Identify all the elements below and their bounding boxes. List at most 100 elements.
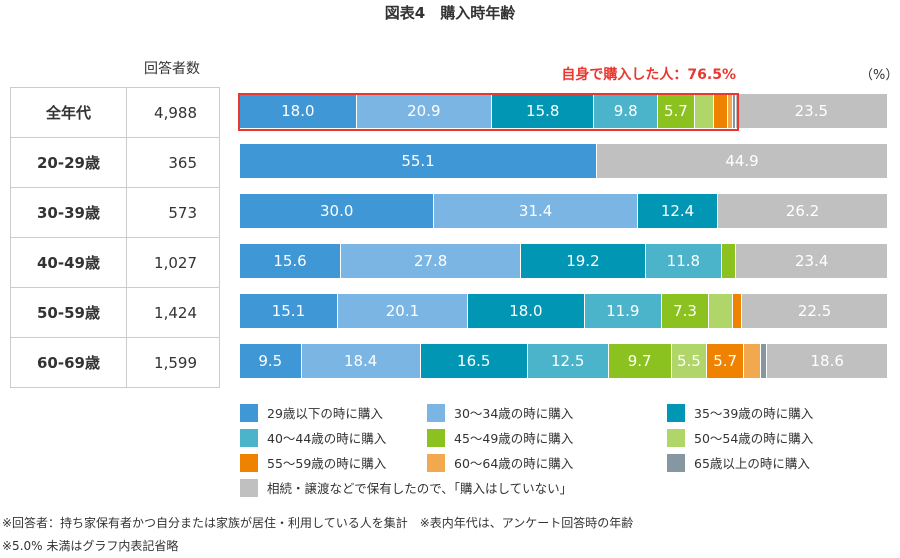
data-label: 20.9 [407, 102, 441, 120]
respondent-count: 1,027 [154, 253, 197, 272]
legend-item: 65歳以上の時に購入 [667, 453, 810, 472]
data-label: 23.5 [794, 102, 829, 120]
data-label: 27.8 [413, 252, 448, 270]
legend-label: 60〜64歳の時に購入 [454, 456, 574, 471]
respondents-table: 全年代 4,988 20-29歳 365 30-39歳 573 40-49歳 1,027 50-… [10, 87, 220, 388]
bar-segment [694, 94, 714, 128]
respondent-count: 4,988 [154, 103, 197, 122]
legend-item: 40〜44歳の時に購入 [240, 428, 386, 447]
data-label: 31.4 [518, 202, 553, 220]
data-label: 5.7 [663, 102, 688, 120]
data-label: 18.0 [281, 102, 315, 120]
legend-item: 45〜49歳の時に購入 [427, 428, 573, 447]
legend-label: 40〜44歳の時に購入 [267, 431, 387, 446]
table-row: 60-69歳 1,599 [11, 338, 219, 388]
bar-segment: 19.2 [521, 244, 646, 278]
legend-swatch [667, 403, 685, 422]
legend-swatch [427, 453, 445, 472]
table-row: 40-49歳 1,027 [11, 238, 219, 288]
data-label: 26.2 [785, 202, 820, 220]
legend-swatch [240, 403, 258, 422]
bar-segment: 12.5 [527, 344, 609, 378]
age-group-label: 全年代 [11, 88, 127, 137]
bar-segment: 5.7 [707, 344, 745, 378]
footnote-2: ※5.0% 未満はグラフ内表記省略 [2, 539, 179, 553]
bar-segment [727, 94, 734, 128]
bar-segment: 20.9 [356, 94, 493, 128]
bar-segment: 18.4 [301, 344, 421, 378]
data-label: 19.2 [566, 252, 600, 270]
legend-item: 55〜59歳の時に購入 [240, 453, 386, 472]
bar-segment: 11.9 [584, 294, 662, 328]
bar-segment: 12.4 [637, 194, 719, 228]
data-label: 9.8 [613, 102, 638, 120]
bar-segment: 9.5 [240, 344, 302, 378]
highlight-box [238, 93, 739, 131]
bar-segment: 15.6 [240, 244, 342, 278]
bar-segment: 16.5 [420, 344, 528, 378]
respondent-count: 1,424 [154, 303, 197, 322]
age-group-label: 50-59歳 [11, 288, 127, 337]
bar-segment [760, 344, 768, 378]
data-label: 9.5 [258, 352, 283, 370]
legend-item: 35〜39歳の時に購入 [667, 403, 813, 422]
data-label: 18.6 [810, 352, 844, 370]
data-label: 18.4 [343, 352, 378, 370]
legend-swatch [240, 428, 258, 447]
legend-swatch [240, 453, 258, 472]
data-label: 12.5 [551, 352, 585, 370]
data-label: 15.1 [271, 302, 306, 320]
bar-segment [744, 344, 761, 378]
data-label: 11.9 [606, 302, 640, 320]
legend-swatch [427, 403, 445, 422]
bar-segment [722, 244, 737, 278]
data-label: 16.5 [457, 352, 491, 370]
legend-label: 相続・譲渡などで保有したので、「購入はしていない」 [267, 481, 573, 496]
bar-segment: 11.8 [645, 244, 723, 278]
bar-segment: 22.5 [742, 294, 888, 328]
legend-swatch [667, 453, 685, 472]
table-row: 50-59歳 1,424 [11, 288, 219, 338]
legend-item: 60〜64歳の時に購入 [427, 453, 573, 472]
bar-segment: 23.4 [736, 244, 888, 278]
bar-segment [709, 294, 734, 328]
legend-label: 35〜39歳の時に購入 [694, 406, 814, 421]
age-group-label: 40-49歳 [11, 238, 127, 287]
data-label: 22.5 [797, 302, 832, 320]
data-label: 15.6 [273, 252, 307, 270]
data-label: 5.5 [676, 352, 701, 370]
self-purchase-annotation: 自身で購入した人：76.5% [561, 67, 736, 83]
legend-label: 30〜34歳の時に購入 [454, 406, 574, 421]
bar-segment [733, 294, 743, 328]
table-row: 30-39歳 573 [11, 188, 219, 238]
bar-segment: 9.8 [594, 94, 658, 128]
legend-swatch [427, 428, 445, 447]
bar-segment: 15.1 [240, 294, 338, 328]
bar-segment: 20.1 [337, 294, 469, 328]
data-label: 12.4 [660, 202, 695, 220]
data-label: 55.1 [401, 152, 435, 170]
respondents-header: 回答者数 [144, 61, 200, 77]
legend-label: 65歳以上の時に購入 [694, 456, 810, 471]
bar-segment: 23.5 [735, 94, 888, 128]
data-label: 20.1 [385, 302, 420, 320]
legend-swatch [240, 478, 258, 497]
data-label: 7.3 [673, 302, 697, 320]
bar-segment: 5.5 [671, 344, 708, 378]
bar-segment: 18.0 [468, 294, 585, 328]
respondent-count: 573 [168, 203, 197, 222]
legend-label: 55〜59歳の時に購入 [267, 456, 387, 471]
chart-title: 図表4 購入時年齢 [384, 4, 516, 22]
unit-label: （%） [860, 68, 899, 83]
bar-segment [733, 94, 736, 128]
bar-segment: 7.3 [661, 294, 710, 328]
bar-segment: 18.6 [767, 344, 888, 378]
bar-segment: 30.0 [240, 194, 435, 228]
bar-segment: 55.1 [240, 144, 598, 178]
data-label: 5.7 [713, 352, 738, 370]
data-label: 30.0 [319, 202, 354, 220]
bar-segment: 44.9 [597, 144, 888, 178]
bar-segment: 31.4 [434, 194, 638, 228]
bar-segment: 18.0 [240, 94, 357, 128]
footnote-1: ※回答者：持ち家保有者かつ自分または家族が居住・利用している人を集計 ※表内年代… [2, 516, 634, 530]
